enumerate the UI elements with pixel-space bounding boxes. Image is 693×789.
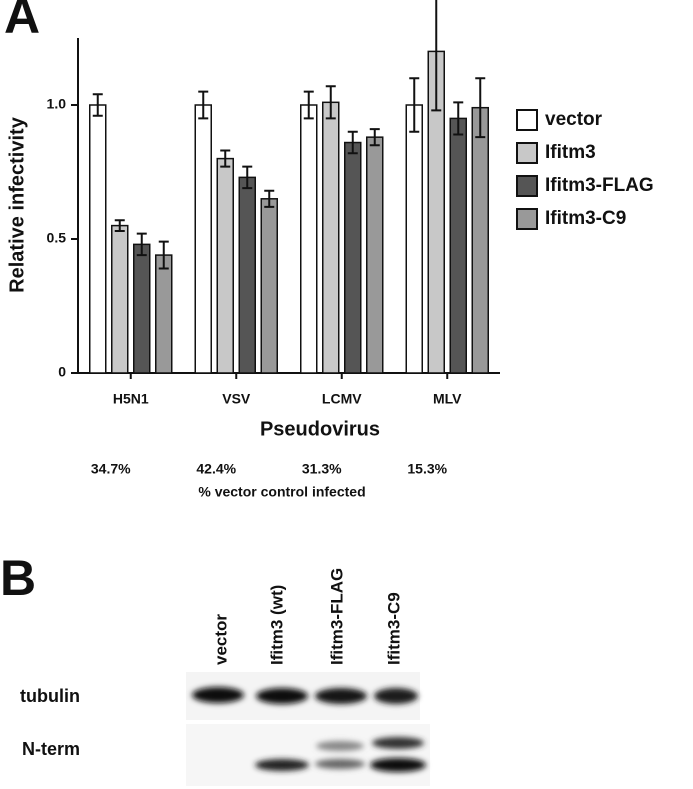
lane-label: Ifitm3-FLAG [327,568,346,665]
bands [192,687,426,772]
legend-label: Ifitm3-FLAG [545,175,654,196]
bar [366,136,384,374]
band [370,758,426,772]
bar [471,106,489,374]
y-tick-label: 0.5 [47,230,67,246]
lane-label: vector [211,614,230,665]
legend-swatch [516,109,538,131]
error-bar [409,77,420,133]
x-tick-label: H5N1 [113,391,149,407]
bar [89,104,107,374]
bar [344,141,362,374]
band [315,688,367,704]
bar [449,117,467,374]
y-tick-label: 0 [58,364,66,380]
bar [216,157,234,374]
lane-label: Ifitm3-C9 [384,592,403,665]
x-tick-label: LCMV [322,391,362,407]
band [256,688,308,704]
panel-label: B [0,550,36,606]
bar [405,104,423,374]
legend-swatch [516,208,538,230]
bar [260,198,278,374]
bar [194,104,212,374]
x-tick-label: MLV [433,391,462,407]
x-tick-label: VSV [222,391,251,407]
annotation: 31.3% [302,461,342,477]
error-bar [431,0,442,112]
row-label: tubulin [20,686,80,706]
annotation: 15.3% [407,461,447,477]
bar [238,176,256,374]
error-bar [220,149,231,168]
legend-label: Ifitm3-C9 [545,208,626,229]
error-bar [198,90,209,120]
error-bar [453,101,464,136]
error-bar [303,90,314,120]
annotation: 42.4% [196,461,236,477]
error-bar [242,165,253,190]
error-bar [92,93,103,117]
error-bar [369,128,380,147]
bar [111,224,129,374]
y-tick-label: 1.0 [47,96,67,112]
band [192,687,244,703]
bar [300,104,318,374]
error-bar [136,232,147,257]
bar [133,243,151,374]
lane-labels: vector Ifitm3 (wt) Ifitm3-FLAG Ifitm3-C9 [211,568,403,665]
error-bar [114,219,125,232]
band [315,759,365,769]
band [372,737,424,749]
band [255,759,309,771]
error-bar [475,77,486,139]
bar [322,101,340,374]
band [374,688,418,704]
row-label: N-term [22,739,80,759]
blot-panel [186,724,430,786]
legend-swatch [516,142,538,164]
legend-label: vector [545,109,603,130]
y-axis-label: Relative infectivity [6,116,28,293]
x-axis-label: Pseudovirus [260,418,380,440]
bar [155,254,173,374]
band [316,741,364,751]
error-bar [158,240,169,270]
error-bar [325,85,336,120]
legend-swatch [516,175,538,197]
panel-label: A [4,0,40,44]
annotation-label: % vector control infected [198,484,365,500]
annotation: 34.7% [91,461,131,477]
error-bar [264,189,275,208]
legend-label: Ifitm3 [545,142,596,163]
lane-label: Ifitm3 (wt) [267,585,286,665]
error-bar [347,130,358,155]
